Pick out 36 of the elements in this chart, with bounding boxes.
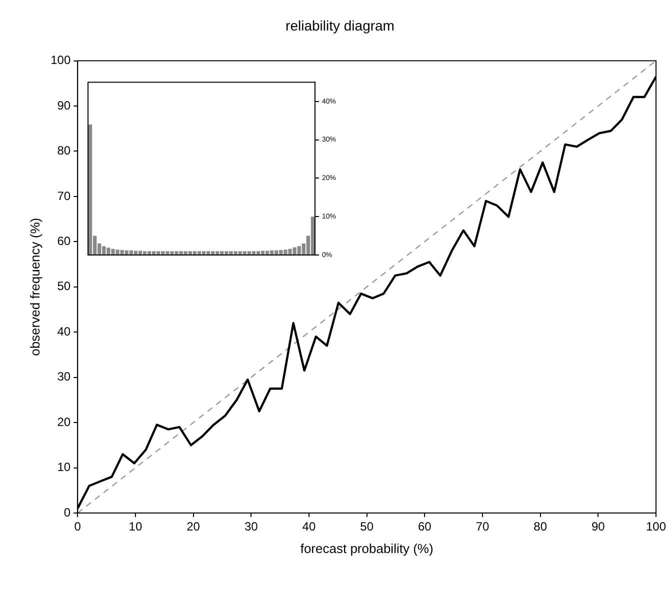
x-tick-label: 30 xyxy=(244,520,258,534)
y-tick-label: 40 xyxy=(57,324,71,338)
y-tick-label: 100 xyxy=(50,53,71,68)
y-tick-label: 90 xyxy=(57,98,71,112)
y-tick-label: 20 xyxy=(57,414,71,429)
y-tick-label: 60 xyxy=(57,234,71,248)
x-axis-title: forecast probability (%) xyxy=(300,540,434,556)
y-tick-label: 0 xyxy=(64,505,71,520)
bar xyxy=(147,251,152,254)
x-tick-label: 60 xyxy=(418,520,432,534)
bar xyxy=(202,251,206,254)
bar xyxy=(138,250,142,254)
x-tick-label: 100 xyxy=(646,520,666,534)
x-tick-label: 0 xyxy=(74,520,82,534)
y-tick-label: 70 xyxy=(57,188,71,203)
x-tick-label: 40 xyxy=(302,520,316,534)
bar xyxy=(260,250,265,254)
x-tick-label: 90 xyxy=(591,520,606,534)
bar xyxy=(206,251,210,254)
bar xyxy=(142,251,147,254)
x-tick-label: 50 xyxy=(360,520,374,534)
y-tick-label: 30 xyxy=(57,370,71,384)
bar xyxy=(310,216,315,254)
y-axis-title: observed frequency (%) xyxy=(27,218,42,356)
x-tick-label: 10 xyxy=(128,520,142,534)
bar xyxy=(197,251,202,254)
bar xyxy=(256,251,260,254)
chart-title: reliability diagram xyxy=(286,17,394,34)
x-tick-label: 80 xyxy=(534,520,548,534)
y-tick-label: 50 xyxy=(57,279,71,294)
x-tick-label: 20 xyxy=(186,520,200,534)
bar xyxy=(252,251,256,254)
x-tick-label: 70 xyxy=(476,520,490,534)
y-tick-label: 80 xyxy=(57,144,71,158)
y-tick-label: 10 xyxy=(57,460,71,474)
bar xyxy=(88,124,92,254)
